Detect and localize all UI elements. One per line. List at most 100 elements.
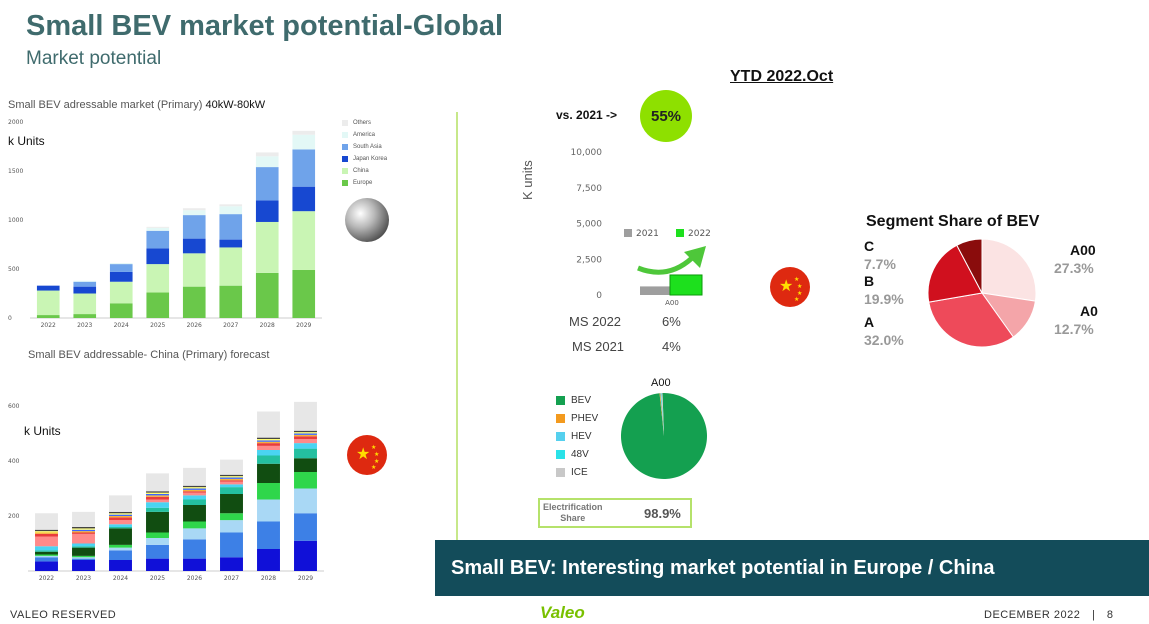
bar-segment xyxy=(220,513,243,521)
bar-segment xyxy=(36,315,60,318)
powertrain-legend-item: 48V xyxy=(556,445,598,463)
legend-label: South Asia xyxy=(353,144,382,150)
ms-2021-label: MS 2021 xyxy=(572,339,625,354)
bar-segment xyxy=(146,248,170,265)
bar-segment xyxy=(72,543,95,547)
bar-segment xyxy=(146,226,170,228)
bar-segment xyxy=(72,558,95,560)
bar-segment xyxy=(255,272,279,318)
legend-item: Others xyxy=(342,117,387,129)
bar-segment xyxy=(72,546,95,548)
bar-segment xyxy=(72,547,95,556)
bar-segment xyxy=(109,271,133,282)
bar-segment xyxy=(35,557,58,562)
pie-slice-hev xyxy=(660,393,664,436)
powertrain-legend-item: HEV xyxy=(556,427,598,445)
segment-label-a: A xyxy=(864,314,875,330)
china-chart-unit: k Units xyxy=(24,424,61,438)
bar-segment xyxy=(257,463,280,483)
legend-swatch xyxy=(556,467,565,477)
bar-segment xyxy=(183,505,206,522)
ms-2021-value: 4% xyxy=(662,339,681,354)
bar-segment xyxy=(73,293,97,315)
y-tick-label: 600 xyxy=(8,403,20,410)
bar-segment xyxy=(255,221,279,273)
bar-segment xyxy=(257,521,280,549)
ytd-y-tick-label: 10,000 xyxy=(571,148,603,158)
footer-confidentiality: VALEO RESERVED xyxy=(10,609,117,621)
bar-segment xyxy=(294,430,317,433)
global-chart-caption-kw: 40kW-80kW xyxy=(205,99,266,111)
x-tick-label: 2022 xyxy=(41,322,56,329)
y-tick-label: 1500 xyxy=(8,168,23,175)
bar-segment xyxy=(183,558,206,571)
bar-segment xyxy=(35,554,58,556)
bar-segment xyxy=(109,303,133,318)
bar-segment xyxy=(219,214,243,240)
bar-segment xyxy=(146,511,169,533)
powertrain-legend: BEV PHEV HEV 48V ICE xyxy=(556,391,598,481)
bar-segment xyxy=(183,485,206,488)
ytd-y-tick-label: 2,500 xyxy=(576,255,602,265)
bar-segment xyxy=(257,483,280,500)
segment-label-b: B xyxy=(864,273,875,289)
bar-segment xyxy=(73,314,97,318)
bar-segment xyxy=(146,473,169,492)
bar-segment xyxy=(220,520,243,533)
bar-segment xyxy=(183,495,206,500)
bar-segment xyxy=(35,533,58,537)
global-chart-unit: k Units xyxy=(8,134,45,148)
bar-2022 xyxy=(669,274,703,296)
bar-segment xyxy=(109,550,132,560)
bar-segment xyxy=(292,211,316,270)
bar-segment xyxy=(220,478,243,481)
bar-segment xyxy=(146,264,170,293)
bar-segment xyxy=(35,550,58,552)
bar-segment xyxy=(183,489,206,492)
ytd-y-axis-label: K units xyxy=(520,160,535,200)
legend-label: Japan Korea xyxy=(353,156,388,162)
bar-segment xyxy=(255,167,279,201)
growth-arrow-head xyxy=(684,246,706,268)
x-tick-label: 2029 xyxy=(298,575,313,582)
x-tick-label: 2023 xyxy=(76,575,91,582)
bar-segment xyxy=(182,253,206,287)
bar-segment xyxy=(35,529,58,532)
global-chart-caption: Small BEV adressable market (Primary) 40… xyxy=(8,99,265,111)
bar-segment xyxy=(257,455,280,464)
y-tick-label: 500 xyxy=(8,266,20,273)
bar-segment xyxy=(146,495,169,497)
bar-segment xyxy=(220,532,243,558)
bar-segment xyxy=(35,555,58,558)
bar-segment xyxy=(257,499,280,522)
x-tick-label: 2026 xyxy=(187,575,202,582)
legend-swatch-2021 xyxy=(624,229,632,237)
growth-badge: 55% xyxy=(640,90,692,142)
legend-swatch xyxy=(342,156,348,162)
bar-segment xyxy=(72,531,95,533)
powertrain-legend-item: BEV xyxy=(556,391,598,409)
bar-segment xyxy=(294,472,317,489)
x-tick-label: 2028 xyxy=(260,322,275,329)
bar-segment xyxy=(294,436,317,439)
bar-segment xyxy=(146,494,169,496)
segment-value-c: 7.7% xyxy=(864,256,896,272)
legend-label: 48V xyxy=(571,448,589,460)
segment-pie-chart xyxy=(927,238,1037,348)
x-tick-label: 2024 xyxy=(113,575,128,582)
bar-segment xyxy=(72,560,95,571)
bar-segment xyxy=(109,528,132,545)
legend-swatch xyxy=(556,449,565,459)
bar-segment xyxy=(146,227,170,231)
bar-segment xyxy=(146,532,169,538)
powertrain-pie-chart xyxy=(621,393,707,479)
bar-segment xyxy=(182,215,206,239)
bar-segment xyxy=(292,269,316,318)
global-chart-legend: Others America South Asia Japan Korea China E… xyxy=(342,117,387,189)
bar-segment xyxy=(294,434,317,437)
bar-segment xyxy=(146,492,169,494)
china-flag-icon: ★ ★ ★ ★ ★ xyxy=(347,435,387,475)
y-tick-label: 400 xyxy=(8,458,20,465)
bar-segment xyxy=(292,130,316,135)
svg-text:★: ★ xyxy=(371,444,376,451)
